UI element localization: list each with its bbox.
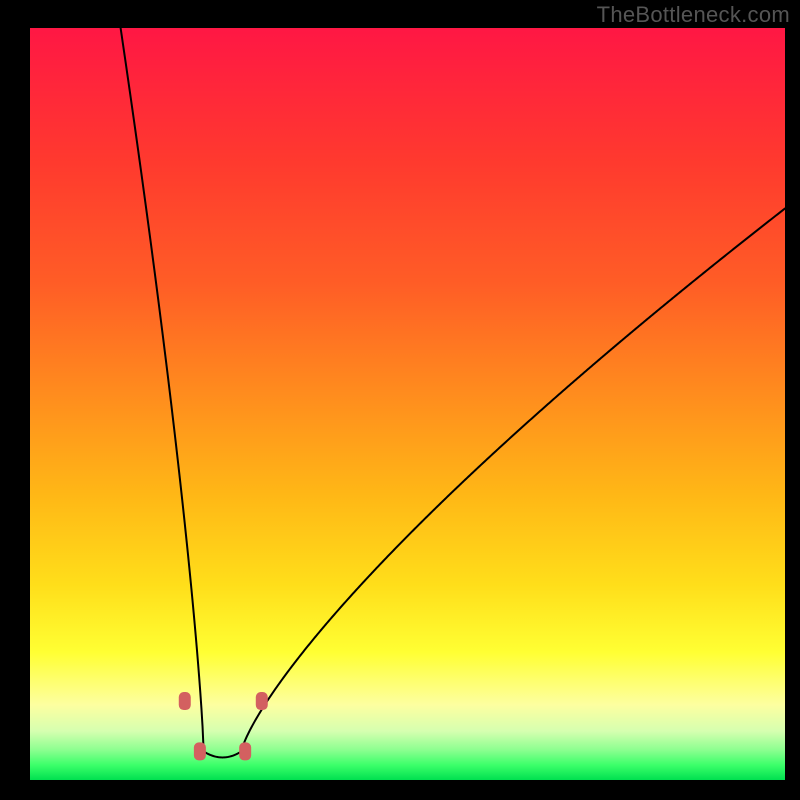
chart-background	[30, 28, 785, 780]
curve-marker	[194, 742, 206, 760]
chart-stage: TheBottleneck.com	[0, 0, 800, 800]
watermark-text: TheBottleneck.com	[597, 2, 790, 28]
curve-marker	[179, 692, 191, 710]
curve-marker	[239, 742, 251, 760]
plot-area	[30, 28, 785, 780]
curve-marker	[256, 692, 268, 710]
